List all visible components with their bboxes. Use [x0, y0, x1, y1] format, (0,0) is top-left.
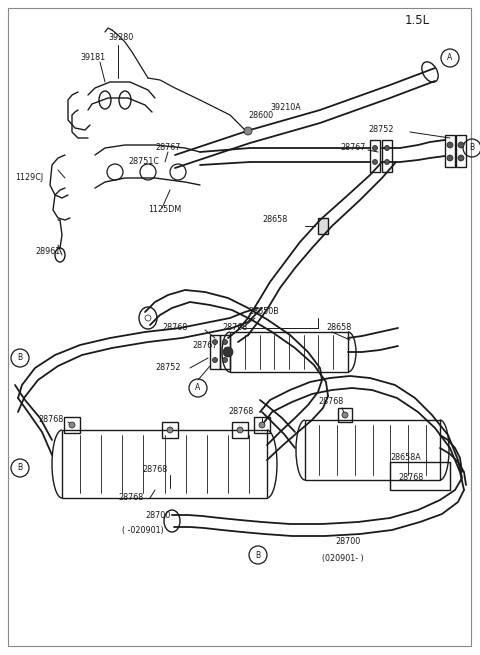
Circle shape — [213, 358, 217, 362]
Text: A: A — [447, 54, 453, 62]
Circle shape — [447, 142, 453, 148]
Text: ( -020901): ( -020901) — [122, 525, 164, 534]
Text: 28650B: 28650B — [248, 307, 279, 316]
Text: (020901- ): (020901- ) — [322, 553, 364, 563]
Text: 28767: 28767 — [192, 341, 217, 350]
Bar — [338, 408, 352, 422]
Text: B: B — [255, 550, 261, 559]
Text: 1129CJ: 1129CJ — [15, 174, 43, 183]
Text: 28752: 28752 — [155, 364, 180, 373]
Bar — [230, 332, 348, 372]
Circle shape — [447, 155, 453, 161]
Text: 39280: 39280 — [108, 33, 133, 43]
Text: 28768: 28768 — [398, 474, 423, 483]
Bar — [445, 135, 455, 167]
Circle shape — [244, 127, 252, 135]
Text: 28700: 28700 — [145, 510, 170, 519]
Text: B: B — [17, 354, 23, 362]
Bar — [390, 462, 450, 490]
Text: 28768: 28768 — [162, 324, 187, 333]
Circle shape — [342, 412, 348, 418]
Text: A: A — [195, 383, 201, 392]
Bar — [232, 422, 248, 438]
Text: 28658A: 28658A — [390, 453, 421, 462]
Circle shape — [384, 160, 389, 164]
Bar — [62, 430, 267, 498]
Circle shape — [213, 339, 217, 345]
Bar — [254, 417, 270, 433]
Text: 28600: 28600 — [248, 111, 273, 119]
Text: 28752: 28752 — [368, 126, 394, 134]
Text: 1.5L: 1.5L — [405, 14, 430, 26]
Text: 28768: 28768 — [318, 398, 343, 407]
Circle shape — [372, 145, 377, 151]
Circle shape — [259, 422, 265, 428]
Text: 28768: 28768 — [38, 415, 63, 424]
Circle shape — [237, 427, 243, 433]
Bar — [318, 218, 328, 234]
Text: 28767: 28767 — [340, 143, 365, 153]
Circle shape — [223, 339, 228, 345]
Circle shape — [223, 347, 233, 357]
Text: 39210A: 39210A — [270, 103, 301, 113]
Bar — [370, 140, 380, 172]
Circle shape — [167, 427, 173, 433]
Text: 28768: 28768 — [228, 407, 253, 417]
Circle shape — [145, 315, 151, 321]
Bar — [162, 422, 178, 438]
Text: 39181: 39181 — [80, 54, 105, 62]
Circle shape — [458, 142, 464, 148]
Text: 28768: 28768 — [222, 324, 247, 333]
Text: 28751C: 28751C — [128, 157, 159, 166]
Bar — [220, 335, 230, 369]
Circle shape — [69, 422, 75, 428]
Bar — [456, 135, 466, 167]
Text: B: B — [469, 143, 475, 153]
Circle shape — [223, 358, 228, 362]
Bar — [305, 420, 440, 480]
Text: B: B — [17, 464, 23, 472]
Text: 28768: 28768 — [118, 493, 143, 502]
Text: 28658: 28658 — [262, 215, 287, 225]
Circle shape — [458, 155, 464, 161]
Text: 1125DM: 1125DM — [148, 206, 181, 214]
Text: 28961: 28961 — [35, 248, 60, 257]
Text: 28767: 28767 — [155, 143, 180, 153]
Circle shape — [372, 160, 377, 164]
Text: 28658: 28658 — [326, 324, 351, 333]
Bar — [382, 140, 392, 172]
Text: 28700: 28700 — [335, 538, 360, 546]
Bar — [210, 335, 220, 369]
Text: 28768: 28768 — [142, 466, 167, 474]
Bar — [64, 417, 80, 433]
Circle shape — [384, 145, 389, 151]
